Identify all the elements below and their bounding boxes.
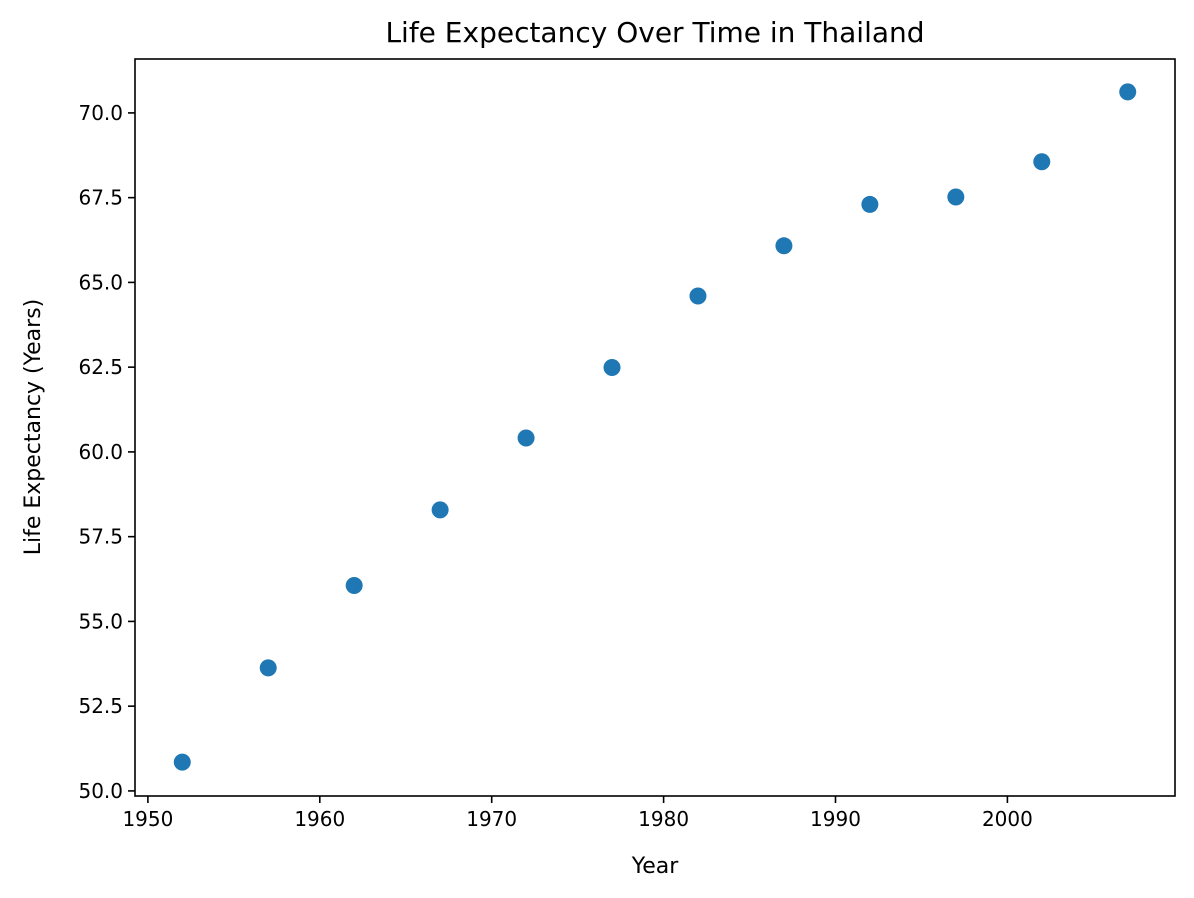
y-tick-label: 62.5 <box>78 355 123 379</box>
x-axis: 1950 1960 1970 1980 1990 2000 <box>122 796 1033 831</box>
data-point <box>1033 153 1051 171</box>
data-point <box>259 659 277 677</box>
chart-title: Life Expectancy Over Time in Thailand <box>385 16 924 49</box>
y-tick-label: 52.5 <box>78 694 123 718</box>
x-tick-label: 1950 <box>122 807 173 831</box>
y-tick-label: 60.0 <box>78 440 123 464</box>
y-tick-label: 65.0 <box>78 270 123 294</box>
x-tick-label: 1960 <box>294 807 345 831</box>
data-point <box>775 237 793 255</box>
y-tick-label: 55.0 <box>78 609 123 633</box>
y-tick-label: 50.0 <box>78 779 123 803</box>
plot-area <box>134 58 1176 797</box>
y-tick-label: 70.0 <box>78 101 123 125</box>
y-axis: 50.0 52.5 55.0 57.5 60.0 62.5 65.0 67.5 70.0 <box>78 101 135 803</box>
y-axis-label: Life Expectancy (Years) <box>21 299 46 556</box>
data-point <box>861 195 879 213</box>
data-points <box>173 83 1137 771</box>
data-point <box>517 429 535 447</box>
data-point <box>173 753 191 771</box>
data-point <box>689 287 707 305</box>
x-tick-label: 1990 <box>810 807 861 831</box>
axes-frame <box>134 58 1176 797</box>
data-point <box>431 501 449 519</box>
data-point <box>947 188 965 206</box>
data-point <box>603 358 621 376</box>
x-tick-label: 1970 <box>466 807 517 831</box>
x-axis-label: Year <box>631 854 680 879</box>
x-tick-label: 1980 <box>638 807 689 831</box>
data-point <box>345 576 363 594</box>
y-tick-label: 67.5 <box>78 186 123 210</box>
y-tick-label: 57.5 <box>78 525 123 549</box>
data-point <box>1119 83 1137 101</box>
x-tick-label: 2000 <box>982 807 1033 831</box>
